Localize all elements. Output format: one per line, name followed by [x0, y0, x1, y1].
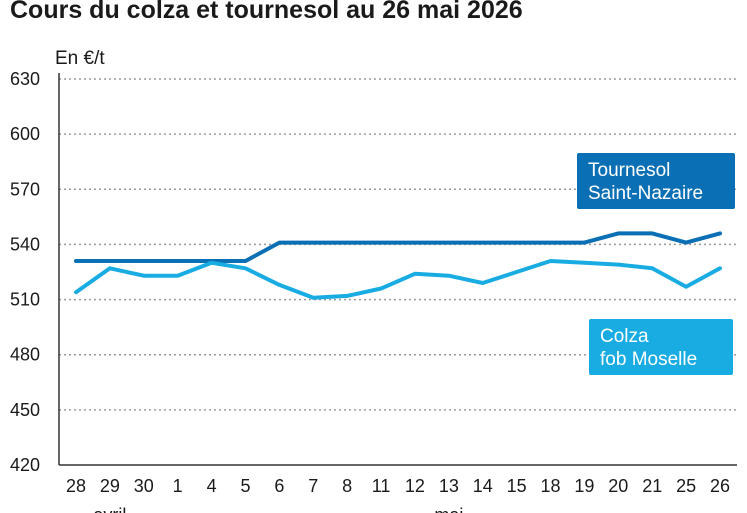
x-tick-label: 15	[507, 476, 527, 496]
x-tick-label: 4	[207, 476, 217, 496]
x-tick-label: 26	[710, 476, 730, 496]
y-tick-label: 450	[10, 400, 40, 420]
series-label-box	[577, 153, 735, 209]
y-tick-labels: 630 600 570 540 510 480 450 420	[10, 69, 40, 475]
x-tick-labels: 28 29 30 1 4 5 6 7 8 11 12 13 14 15 18 19 20 21 25 26	[66, 476, 730, 496]
y-tick-label: 540	[10, 234, 40, 254]
y-tick-label: 630	[10, 69, 40, 89]
x-tick-label: 14	[473, 476, 493, 496]
x-tick-label: 21	[642, 476, 662, 496]
y-axis-label: En €/t	[55, 48, 105, 69]
series-label-box	[589, 319, 733, 375]
series-line-tournesol	[74, 231, 722, 263]
x-tick-label: 28	[66, 476, 86, 496]
series-label-text: Saint-Nazaire	[588, 183, 703, 204]
x-tick-label: 25	[676, 476, 696, 496]
month-labels: avril mai	[93, 505, 463, 513]
month-label: mai	[434, 505, 463, 513]
y-tick-label: 420	[10, 455, 40, 475]
series-line-colza	[74, 259, 722, 300]
x-tick-label: 20	[608, 476, 628, 496]
x-tick-label: 7	[308, 476, 318, 496]
x-tick-label: 13	[439, 476, 459, 496]
chart-title: Cours du colza et tournesol au 26 mai 20…	[10, 0, 523, 24]
x-tick-label: 19	[574, 476, 594, 496]
x-tick-label: 6	[274, 476, 284, 496]
series-label-text: Tournesol	[588, 160, 670, 181]
series-label-text: fob Moselle	[600, 349, 697, 370]
x-tick-label: 5	[240, 476, 250, 496]
x-tick-label: 8	[342, 476, 352, 496]
x-tick-label: 11	[372, 476, 391, 496]
x-tick-label: 12	[405, 476, 425, 496]
x-tick-label: 18	[541, 476, 561, 496]
series-lines	[74, 231, 722, 300]
x-tick-label: 30	[134, 476, 154, 496]
series-label-text: Colza	[600, 326, 649, 347]
x-tick-label: 29	[100, 476, 120, 496]
x-tick-label: 1	[173, 476, 183, 496]
y-tick-label: 600	[10, 124, 40, 144]
axes	[58, 73, 737, 466]
month-label: avril	[93, 505, 126, 513]
y-tick-label: 480	[10, 345, 40, 365]
y-tick-label: 510	[10, 290, 40, 310]
y-tick-label: 570	[10, 179, 40, 199]
